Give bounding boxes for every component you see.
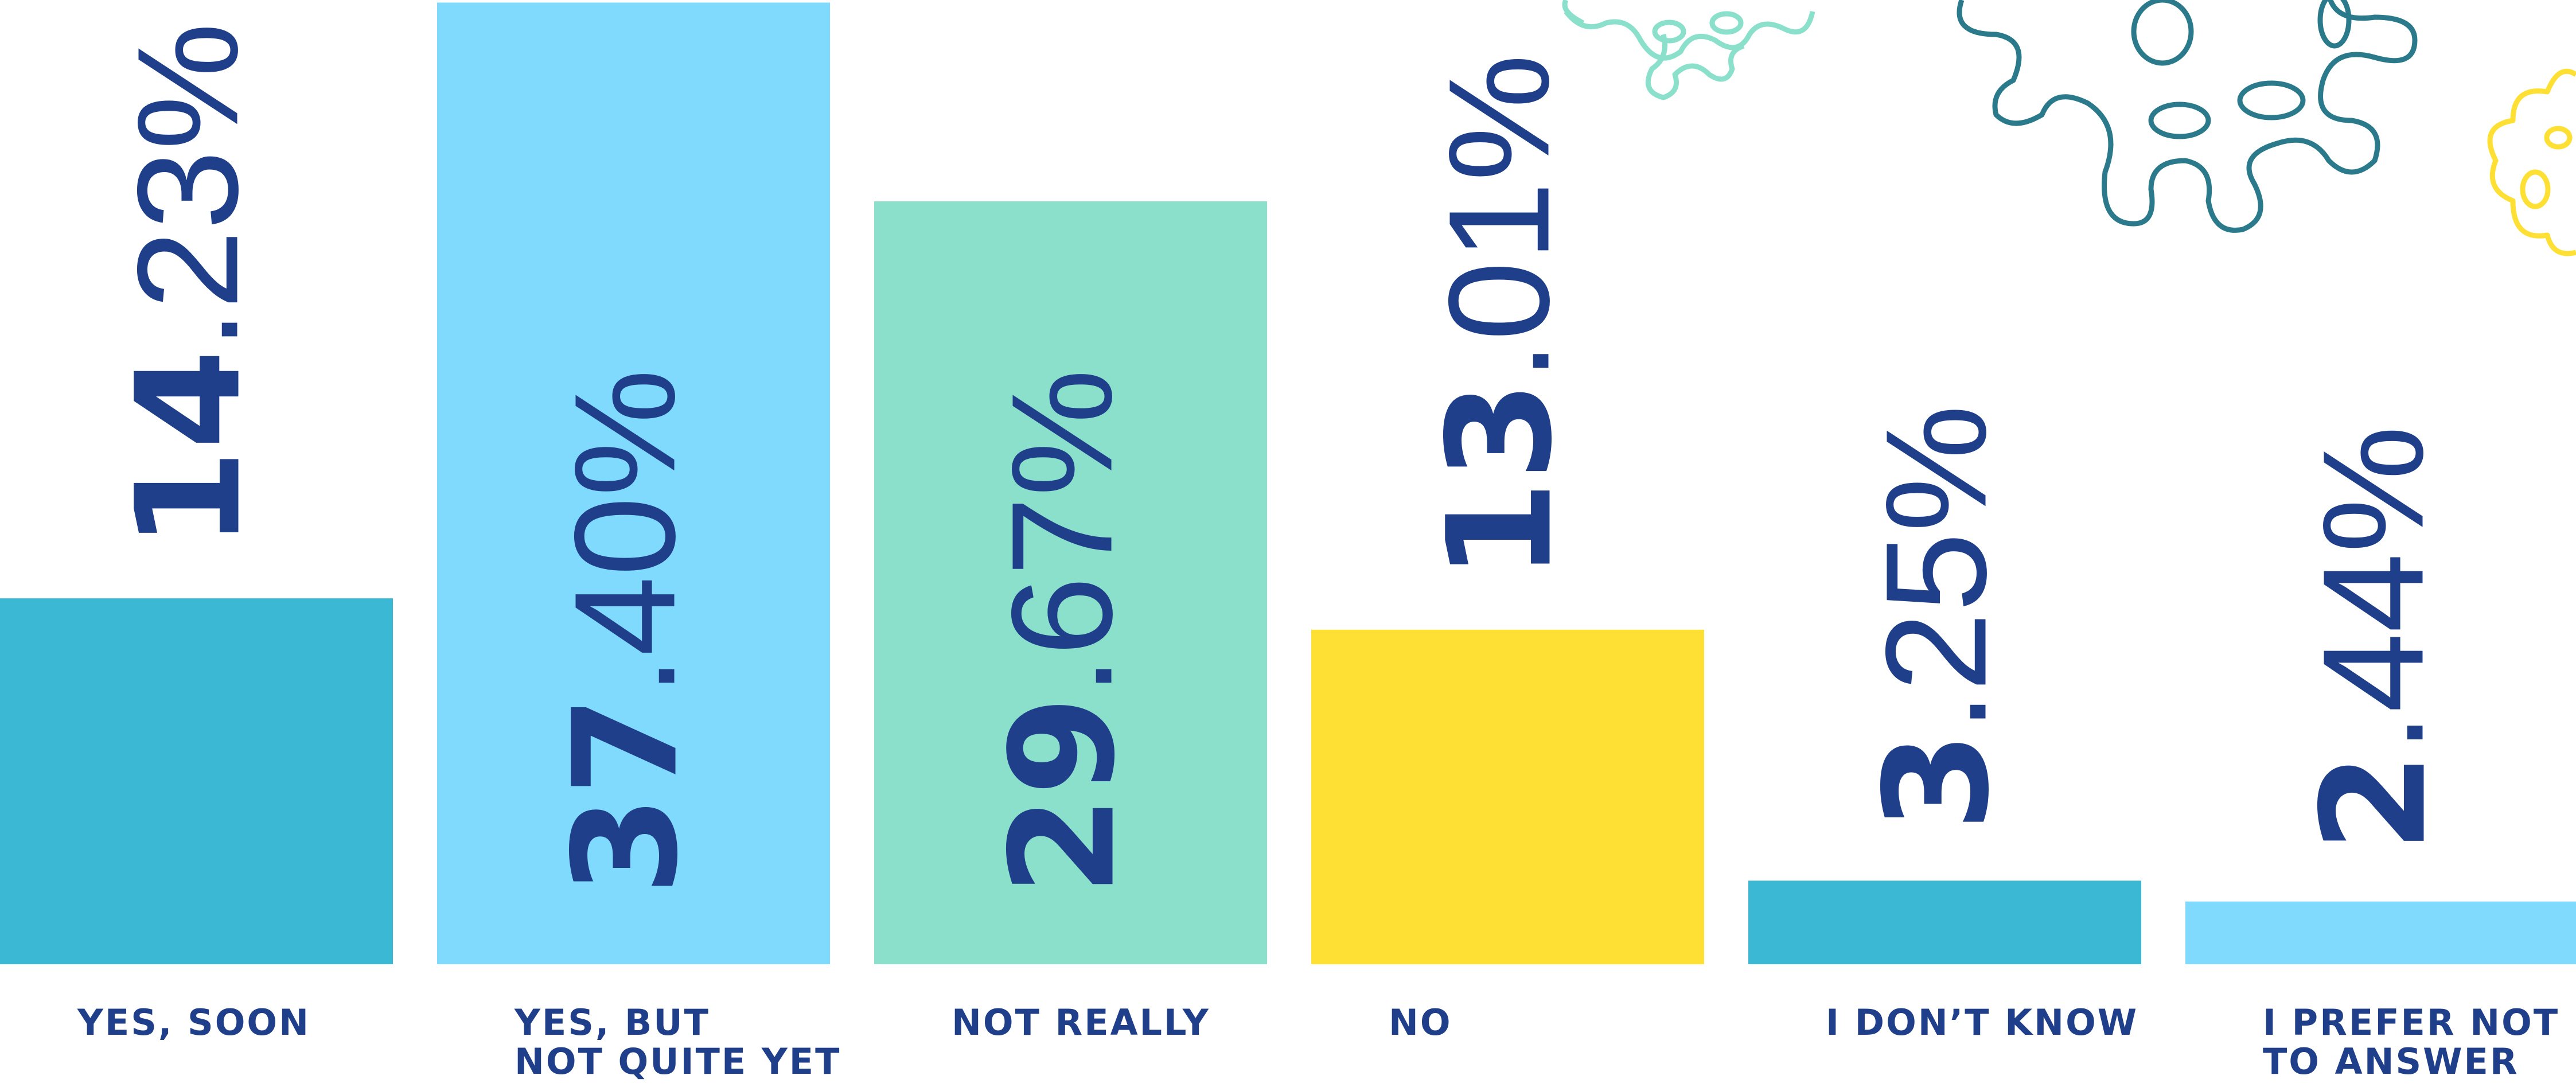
bar — [1311, 629, 1704, 964]
bar — [0, 598, 393, 964]
value-label: 29.67% — [980, 369, 1147, 895]
value-label: 13.01% — [1417, 54, 1584, 580]
x-tick-label: NO — [1389, 1002, 1452, 1043]
x-tick-label: NOT REALLY — [952, 1002, 1210, 1043]
value-label: 37.40% — [543, 369, 710, 895]
x-tick-label: YES, BUT NOT QUITE YET — [514, 1002, 841, 1082]
value-label: 3.25% — [1854, 405, 2021, 832]
bar — [2185, 901, 2576, 964]
x-tick-label: YES, SOON — [77, 1002, 310, 1043]
bar — [1748, 880, 2141, 964]
bar — [437, 2, 830, 965]
bar — [874, 201, 1267, 964]
x-tick-label: I PREFER NOT TO ANSWER — [2263, 1002, 2559, 1082]
x-tick-label: I DON’T KNOW — [1826, 1002, 2138, 1043]
decoration — [1562, 0, 2576, 256]
value-label: 14.23% — [106, 22, 272, 549]
value-label: 2.44% — [2291, 426, 2458, 852]
